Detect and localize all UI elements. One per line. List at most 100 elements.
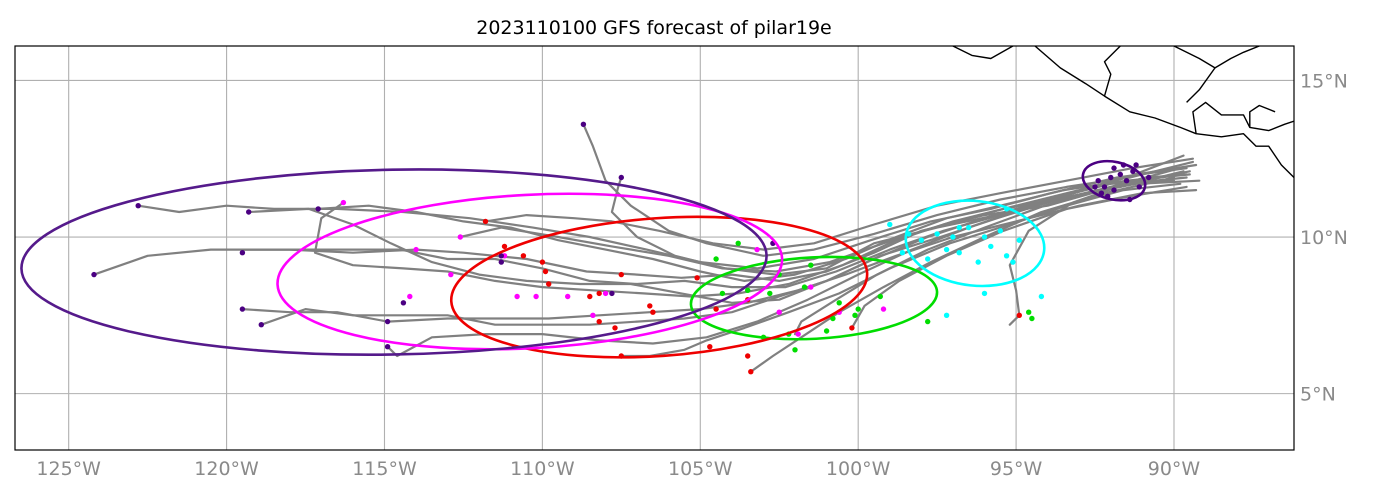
x-tick-label: 105°W [668,458,733,480]
track-line [850,185,1188,329]
forecast-position-dot [514,293,520,300]
x-tick-label: 115°W [352,458,417,480]
forecast-position-dot [565,293,571,300]
forecast-position-dot [618,271,624,278]
forecast-position-dot [925,256,931,262]
forecast-position-dot [384,318,391,325]
forecast-points [91,121,1152,375]
forecast-position-dot [498,259,504,265]
forecast-position-dot [650,309,656,315]
forecast-position-dot [981,290,988,297]
track-line [137,167,1188,270]
forecast-position-dot [239,250,246,256]
forecast-position-dot [943,312,950,318]
forecast-position-dot [745,353,751,359]
forecast-position-dot [950,234,956,240]
x-tick-label: 90°W [1148,458,1201,480]
forecast-position-dot [546,281,552,287]
forecast-position-dot [745,287,751,293]
uncertainty-ellipses [20,159,1147,359]
forecast-position-dot [997,228,1003,234]
forecast-position-dot [1136,184,1143,190]
x-tick-label: 120°W [194,458,259,480]
forecast-position-dot [776,309,782,315]
chart-title: 2023110100 GFS forecast of pilar19e [476,17,832,39]
forecast-position-dot [448,271,454,278]
forecast-position-dot [587,293,593,300]
forecast-position-dot [1016,312,1022,318]
x-tick-label: 100°W [826,458,891,480]
uncertainty-ellipse-day4 [449,215,869,359]
forecast-position-dot [694,275,700,281]
x-tick-label: 110°W [510,458,575,480]
forecast-position-dot [707,344,713,350]
forecast-position-dot [899,250,906,256]
forecast-position-dot [988,243,994,250]
forecast-position-dot [795,331,801,337]
track-line [793,173,1179,336]
forecast-position-dot [407,293,413,300]
y-axis-ticks: 5°N 10°N 15°N [1300,70,1348,405]
coastline-segment [1173,46,1260,69]
forecast-position-dot [647,303,653,309]
forecast-position-dot [956,250,962,256]
coastline [952,46,1294,178]
forecast-position-dot [413,246,419,253]
forecast-position-dot [855,306,861,312]
forecast-position-dot [1038,293,1045,300]
forecast-position-dot [1111,187,1117,193]
x-tick-label: 95°W [990,458,1043,480]
forecast-position-dot [808,284,814,290]
forecast-position-dot [239,306,246,312]
forecast-position-dot [823,328,830,334]
forecast-position-dot [580,121,587,128]
x-tick-label: 125°W [36,458,101,480]
forecast-position-dot [1026,309,1032,315]
forecast-position-dot [1095,178,1101,184]
forecast-position-dot [1101,184,1108,190]
forecast-position-dot [767,290,773,297]
forecast-position-dot [91,271,97,278]
forecast-position-dot [340,199,347,206]
forecast-position-dot [498,253,504,259]
uncertainty-ellipse-day5 [276,192,784,351]
forecast-position-dot [748,369,754,375]
coastline-segment [1186,67,1216,103]
forecast-position-dot [1117,171,1124,178]
uncertainty-ellipse-day2 [904,199,1046,288]
forecast-position-dot [315,206,321,212]
forecast-position-dot [590,312,596,318]
uncertainty-ellipse-day6 [20,168,768,357]
forecast-position-dot [400,300,407,306]
forecast-position-dot [1029,315,1035,322]
forecast-position-dot [609,290,615,297]
forecast-position-dot [1123,178,1130,184]
track-line [582,123,1195,257]
track-line [484,157,1195,251]
forecast-position-dot [852,312,858,318]
forecast-position-dot [918,237,925,243]
forecast-position-dot [542,268,549,275]
forecast-position-dot [801,284,808,290]
forecast-position-dot [501,243,508,250]
forecast-position-dot [520,253,527,259]
forecast-position-dot [1092,184,1098,190]
forecast-position-dot [943,246,950,253]
forecast-position-dot [792,347,798,353]
track-line [620,182,1182,358]
forecast-position-dot [925,318,931,325]
uncertainty-ellipse-day1 [1081,159,1147,202]
forecast-position-dot [258,322,264,328]
forecast-position-dot [246,209,252,215]
forecast-position-dot [981,234,988,240]
forecast-position-dot [533,293,539,300]
y-tick-label: 15°N [1300,70,1348,92]
forecast-position-dot [1108,174,1114,181]
track-line [459,179,1201,273]
forecast-position-dot [877,293,883,300]
grid-lines [15,46,1294,450]
forecast-position-dot [1016,237,1022,243]
uncertainty-ellipse-day3 [689,255,939,341]
forecast-position-dot [830,315,836,322]
